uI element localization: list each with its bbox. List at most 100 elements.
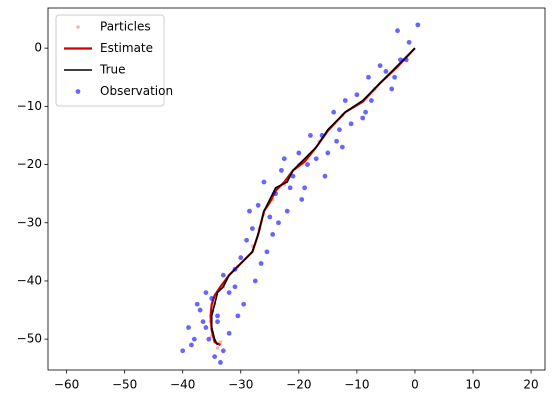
observation-point <box>325 150 331 156</box>
observation-point <box>415 22 421 28</box>
observation-point <box>226 330 232 336</box>
y-tick-label: −30 <box>17 215 42 229</box>
observation-point <box>241 301 247 307</box>
observation-point <box>212 354 218 360</box>
observation-point <box>232 266 238 272</box>
observation-point <box>363 109 368 115</box>
observation-point <box>366 74 371 80</box>
legend-label: True <box>99 63 126 77</box>
observation-point <box>331 109 337 115</box>
y-tick-label: −50 <box>17 332 42 346</box>
observation-point <box>203 325 209 330</box>
observation-point <box>406 39 412 45</box>
observation-point <box>247 208 252 214</box>
observation-point <box>197 307 203 313</box>
observation-point <box>194 301 200 307</box>
plot-frame <box>47 7 546 371</box>
y-tick-label: −40 <box>17 273 42 287</box>
observation-point <box>290 173 296 179</box>
observation-point <box>287 185 293 191</box>
observation-point <box>261 179 267 185</box>
observation-point <box>203 290 209 295</box>
observation-point <box>383 69 389 74</box>
observation-point <box>249 226 255 231</box>
observation-point <box>281 156 287 162</box>
x-tick-label: −40 <box>170 378 195 392</box>
legend-label: Particles <box>100 20 151 34</box>
x-tick-label: 10 <box>465 378 480 392</box>
y-tick-label: −20 <box>17 157 42 171</box>
observation-point <box>220 348 226 354</box>
observation-point <box>337 127 342 133</box>
observation-point <box>258 261 264 266</box>
plot-area <box>180 22 421 365</box>
observation-point <box>322 173 328 179</box>
observation-point <box>186 325 191 330</box>
observation-point <box>392 74 398 80</box>
observation-point <box>264 249 270 255</box>
observation-point <box>238 255 244 261</box>
observation-point <box>334 138 339 144</box>
observation-point <box>279 167 284 173</box>
x-tick-label: −30 <box>228 378 253 392</box>
observation-point <box>276 220 281 226</box>
observation-point <box>255 202 261 208</box>
observation-point <box>342 98 348 103</box>
observation-point <box>319 133 325 138</box>
observation-point <box>180 348 186 354</box>
legend: Particles Estimate True Observation <box>55 14 173 107</box>
observation-point <box>354 92 360 98</box>
observation-point <box>377 63 383 69</box>
x-tick-label: 20 <box>523 378 538 392</box>
observation-point <box>206 336 212 342</box>
observation-point <box>395 28 400 34</box>
observation-point <box>218 360 223 365</box>
observation-point <box>302 185 308 191</box>
observation-point <box>232 284 238 290</box>
x-tick-label: −60 <box>54 378 79 392</box>
observation-point <box>360 115 366 121</box>
line-true <box>210 47 416 346</box>
y-tick-label: −10 <box>17 99 42 113</box>
observation-point <box>191 336 197 342</box>
legend-frame <box>55 14 165 107</box>
observation-point <box>244 237 249 243</box>
observation-point <box>348 121 354 127</box>
observation-point <box>299 197 305 202</box>
observation-point <box>220 272 226 278</box>
legend-label: Estimate <box>100 41 153 55</box>
observation-point <box>215 319 220 325</box>
x-tick-label: 0 <box>411 378 419 392</box>
legend-label: Observation <box>100 84 173 98</box>
observation-point <box>305 162 310 167</box>
legend-swatch <box>76 25 80 29</box>
observation-point <box>368 98 374 103</box>
observation-point <box>235 313 241 319</box>
observation-point <box>270 231 276 237</box>
observation-point <box>313 156 319 162</box>
particle <box>218 340 223 344</box>
line-estimate <box>209 47 416 346</box>
observation-point <box>209 296 215 301</box>
observation-point <box>189 342 194 348</box>
observation-point <box>296 150 302 156</box>
observation-point <box>252 278 258 284</box>
x-tick-label: −50 <box>112 378 137 392</box>
observation-point <box>398 57 403 63</box>
observation-point <box>273 191 278 197</box>
x-tick-label: −20 <box>286 378 311 392</box>
observation-point <box>284 208 290 214</box>
observation-point <box>200 319 206 325</box>
observation-point <box>308 133 313 138</box>
observation-point <box>226 290 232 295</box>
x-tick-label: −10 <box>344 378 369 392</box>
observation-point <box>403 57 409 63</box>
particle <box>215 346 220 350</box>
observation-point <box>215 313 220 319</box>
observation-point <box>267 214 273 220</box>
observation-point <box>389 86 395 92</box>
legend-swatch <box>75 89 81 94</box>
observation-point <box>339 144 345 150</box>
y-tick-label: 0 <box>34 41 42 55</box>
